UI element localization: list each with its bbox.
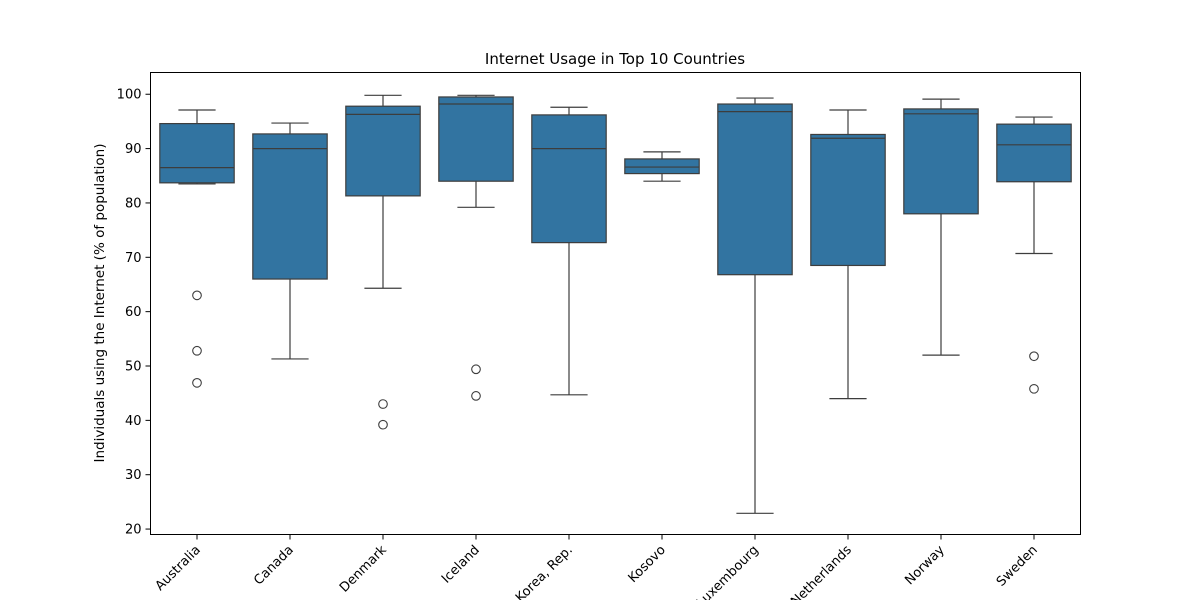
iqr-box bbox=[810, 133, 886, 267]
box-9 bbox=[996, 116, 1072, 394]
x-tick-label: Denmark bbox=[337, 542, 390, 595]
iqr-box bbox=[903, 108, 979, 215]
y-tick-label: 50 bbox=[125, 360, 142, 375]
outlier-point bbox=[1029, 351, 1039, 362]
x-tick-label: Netherlands bbox=[788, 543, 855, 600]
box-7 bbox=[810, 109, 886, 400]
y-tick-label: 30 bbox=[125, 468, 142, 483]
outlier-point bbox=[192, 378, 202, 388]
outlier-point bbox=[378, 399, 388, 409]
x-tick-label: Korea, Rep. bbox=[513, 543, 576, 600]
iqr-box bbox=[624, 158, 700, 175]
y-tick-label: 100 bbox=[117, 88, 142, 103]
y-tick-label: 40 bbox=[125, 414, 142, 429]
box-3 bbox=[438, 94, 514, 401]
box-5 bbox=[624, 151, 700, 182]
y-axis-label: Individuals using the Internet (% of pop… bbox=[92, 144, 108, 463]
iqr-box bbox=[159, 122, 235, 184]
y-tick-label: 90 bbox=[125, 142, 142, 157]
outlier-point bbox=[471, 391, 481, 401]
outlier-point bbox=[471, 364, 481, 375]
iqr-box bbox=[717, 103, 793, 276]
iqr-box bbox=[252, 133, 328, 280]
x-tick-label: Kosovo bbox=[626, 543, 669, 586]
plot-frame bbox=[150, 72, 1081, 535]
x-tick-label: Iceland bbox=[439, 543, 483, 587]
iqr-box bbox=[438, 96, 514, 182]
outlier-point bbox=[192, 345, 202, 356]
x-tick-label: Canada bbox=[251, 543, 297, 589]
box-4 bbox=[531, 106, 607, 396]
boxes-layer bbox=[159, 94, 1072, 514]
x-tick-label: Luxembourg bbox=[694, 543, 762, 600]
outlier-point bbox=[1029, 383, 1039, 394]
x-tick-label: Australia bbox=[153, 543, 204, 594]
iqr-box bbox=[345, 105, 421, 197]
chart-title: Internet Usage in Top 10 Countries bbox=[485, 50, 745, 68]
y-axis: 20 30 40 50 60 70 80 90 100 bbox=[117, 88, 151, 538]
box-6 bbox=[717, 97, 793, 514]
y-tick-label: 20 bbox=[125, 523, 142, 538]
y-tick-label: 70 bbox=[125, 251, 142, 266]
box-8 bbox=[903, 98, 979, 356]
box-1 bbox=[252, 122, 328, 360]
x-tick-label: Sweden bbox=[994, 543, 1041, 590]
outlier-point bbox=[378, 419, 388, 430]
box-2 bbox=[345, 94, 421, 430]
box-0 bbox=[159, 109, 235, 388]
x-axis: Australia Canada Denmark Iceland Korea, Rep.… bbox=[153, 534, 1041, 600]
outlier-point bbox=[192, 290, 202, 301]
x-tick-label: Norway bbox=[902, 543, 948, 589]
iqr-box bbox=[531, 114, 607, 244]
y-tick-label: 80 bbox=[125, 196, 142, 211]
iqr-box bbox=[996, 123, 1072, 183]
y-tick-label: 60 bbox=[125, 305, 142, 320]
